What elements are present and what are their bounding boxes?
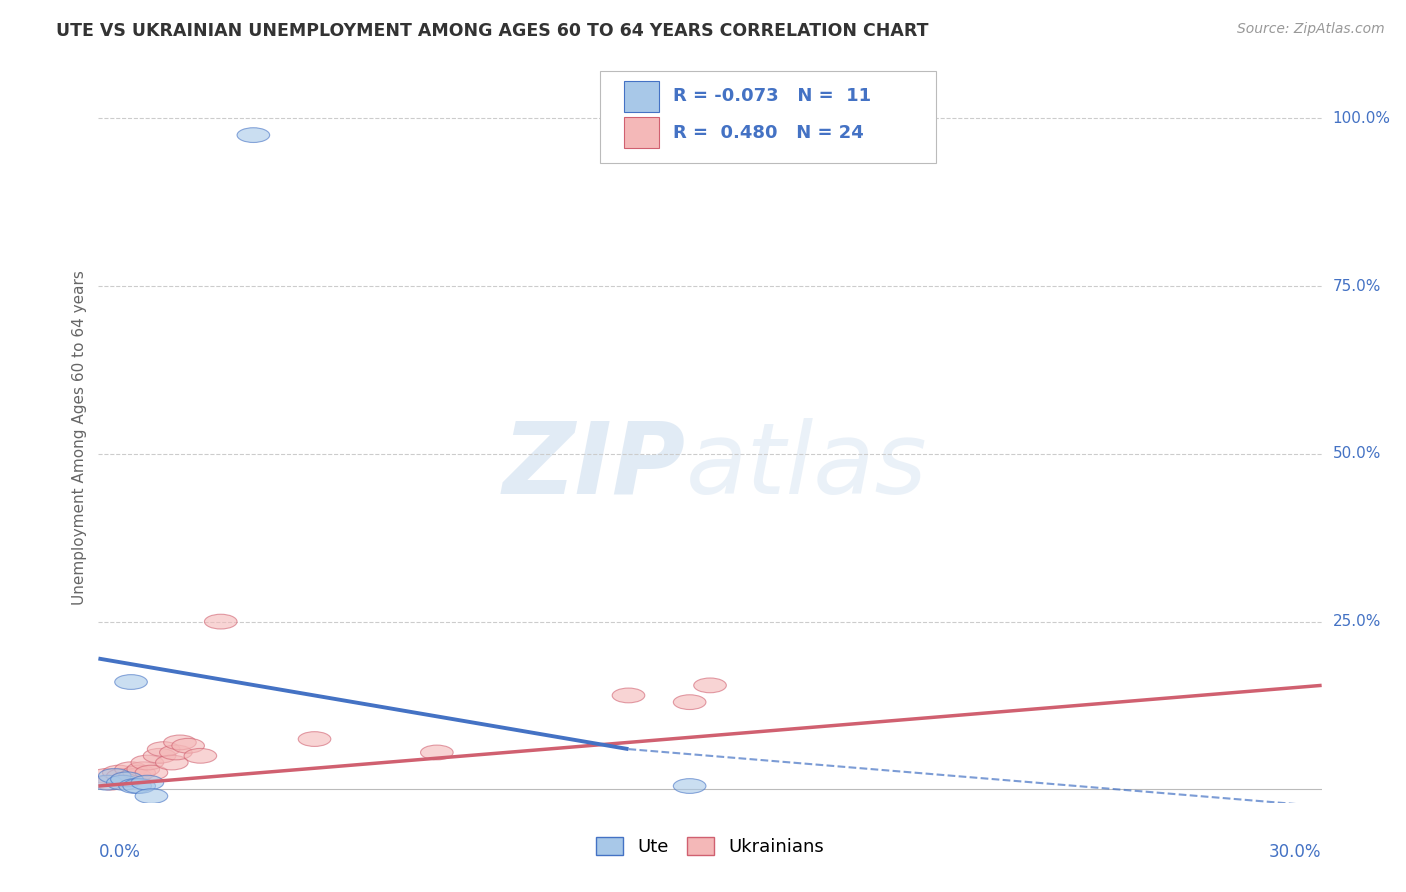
- Ellipse shape: [163, 735, 197, 750]
- Text: 75.0%: 75.0%: [1333, 278, 1381, 293]
- Ellipse shape: [111, 772, 143, 787]
- Ellipse shape: [156, 756, 188, 770]
- Text: 30.0%: 30.0%: [1270, 843, 1322, 861]
- Ellipse shape: [90, 769, 122, 783]
- Text: Source: ZipAtlas.com: Source: ZipAtlas.com: [1237, 22, 1385, 37]
- Ellipse shape: [90, 775, 122, 790]
- Ellipse shape: [118, 779, 152, 793]
- Ellipse shape: [115, 674, 148, 690]
- Ellipse shape: [135, 789, 167, 804]
- FancyBboxPatch shape: [624, 118, 658, 148]
- FancyBboxPatch shape: [600, 71, 936, 162]
- Y-axis label: Unemployment Among Ages 60 to 64 years: Unemployment Among Ages 60 to 64 years: [72, 269, 87, 605]
- Ellipse shape: [298, 731, 330, 747]
- Ellipse shape: [673, 779, 706, 793]
- Ellipse shape: [122, 779, 156, 793]
- Ellipse shape: [184, 748, 217, 764]
- Legend: Ute, Ukrainians: Ute, Ukrainians: [589, 830, 831, 863]
- Ellipse shape: [127, 762, 160, 777]
- Text: R = -0.073   N =  11: R = -0.073 N = 11: [673, 87, 872, 105]
- Ellipse shape: [238, 128, 270, 143]
- Ellipse shape: [172, 739, 204, 753]
- Text: 100.0%: 100.0%: [1333, 111, 1391, 126]
- Text: UTE VS UKRAINIAN UNEMPLOYMENT AMONG AGES 60 TO 64 YEARS CORRELATION CHART: UTE VS UKRAINIAN UNEMPLOYMENT AMONG AGES…: [56, 22, 929, 40]
- Ellipse shape: [148, 742, 180, 756]
- Text: 0.0%: 0.0%: [98, 843, 141, 861]
- Text: 50.0%: 50.0%: [1333, 446, 1381, 461]
- Ellipse shape: [420, 745, 453, 760]
- Ellipse shape: [612, 688, 645, 703]
- Text: R =  0.480   N = 24: R = 0.480 N = 24: [673, 124, 865, 142]
- Ellipse shape: [673, 695, 706, 709]
- Text: atlas: atlas: [686, 417, 927, 515]
- Ellipse shape: [118, 769, 152, 783]
- Ellipse shape: [111, 772, 143, 787]
- Ellipse shape: [122, 765, 156, 780]
- Ellipse shape: [107, 769, 139, 783]
- Ellipse shape: [204, 615, 238, 629]
- Ellipse shape: [103, 765, 135, 780]
- Ellipse shape: [115, 762, 148, 777]
- Ellipse shape: [143, 748, 176, 764]
- Ellipse shape: [131, 775, 163, 790]
- Text: 25.0%: 25.0%: [1333, 614, 1381, 629]
- Ellipse shape: [107, 775, 139, 790]
- Text: ZIP: ZIP: [502, 417, 686, 515]
- Ellipse shape: [693, 678, 727, 693]
- Ellipse shape: [98, 769, 131, 783]
- Ellipse shape: [131, 756, 163, 770]
- Ellipse shape: [160, 745, 193, 760]
- FancyBboxPatch shape: [624, 81, 658, 112]
- Ellipse shape: [94, 775, 127, 790]
- Ellipse shape: [135, 765, 167, 780]
